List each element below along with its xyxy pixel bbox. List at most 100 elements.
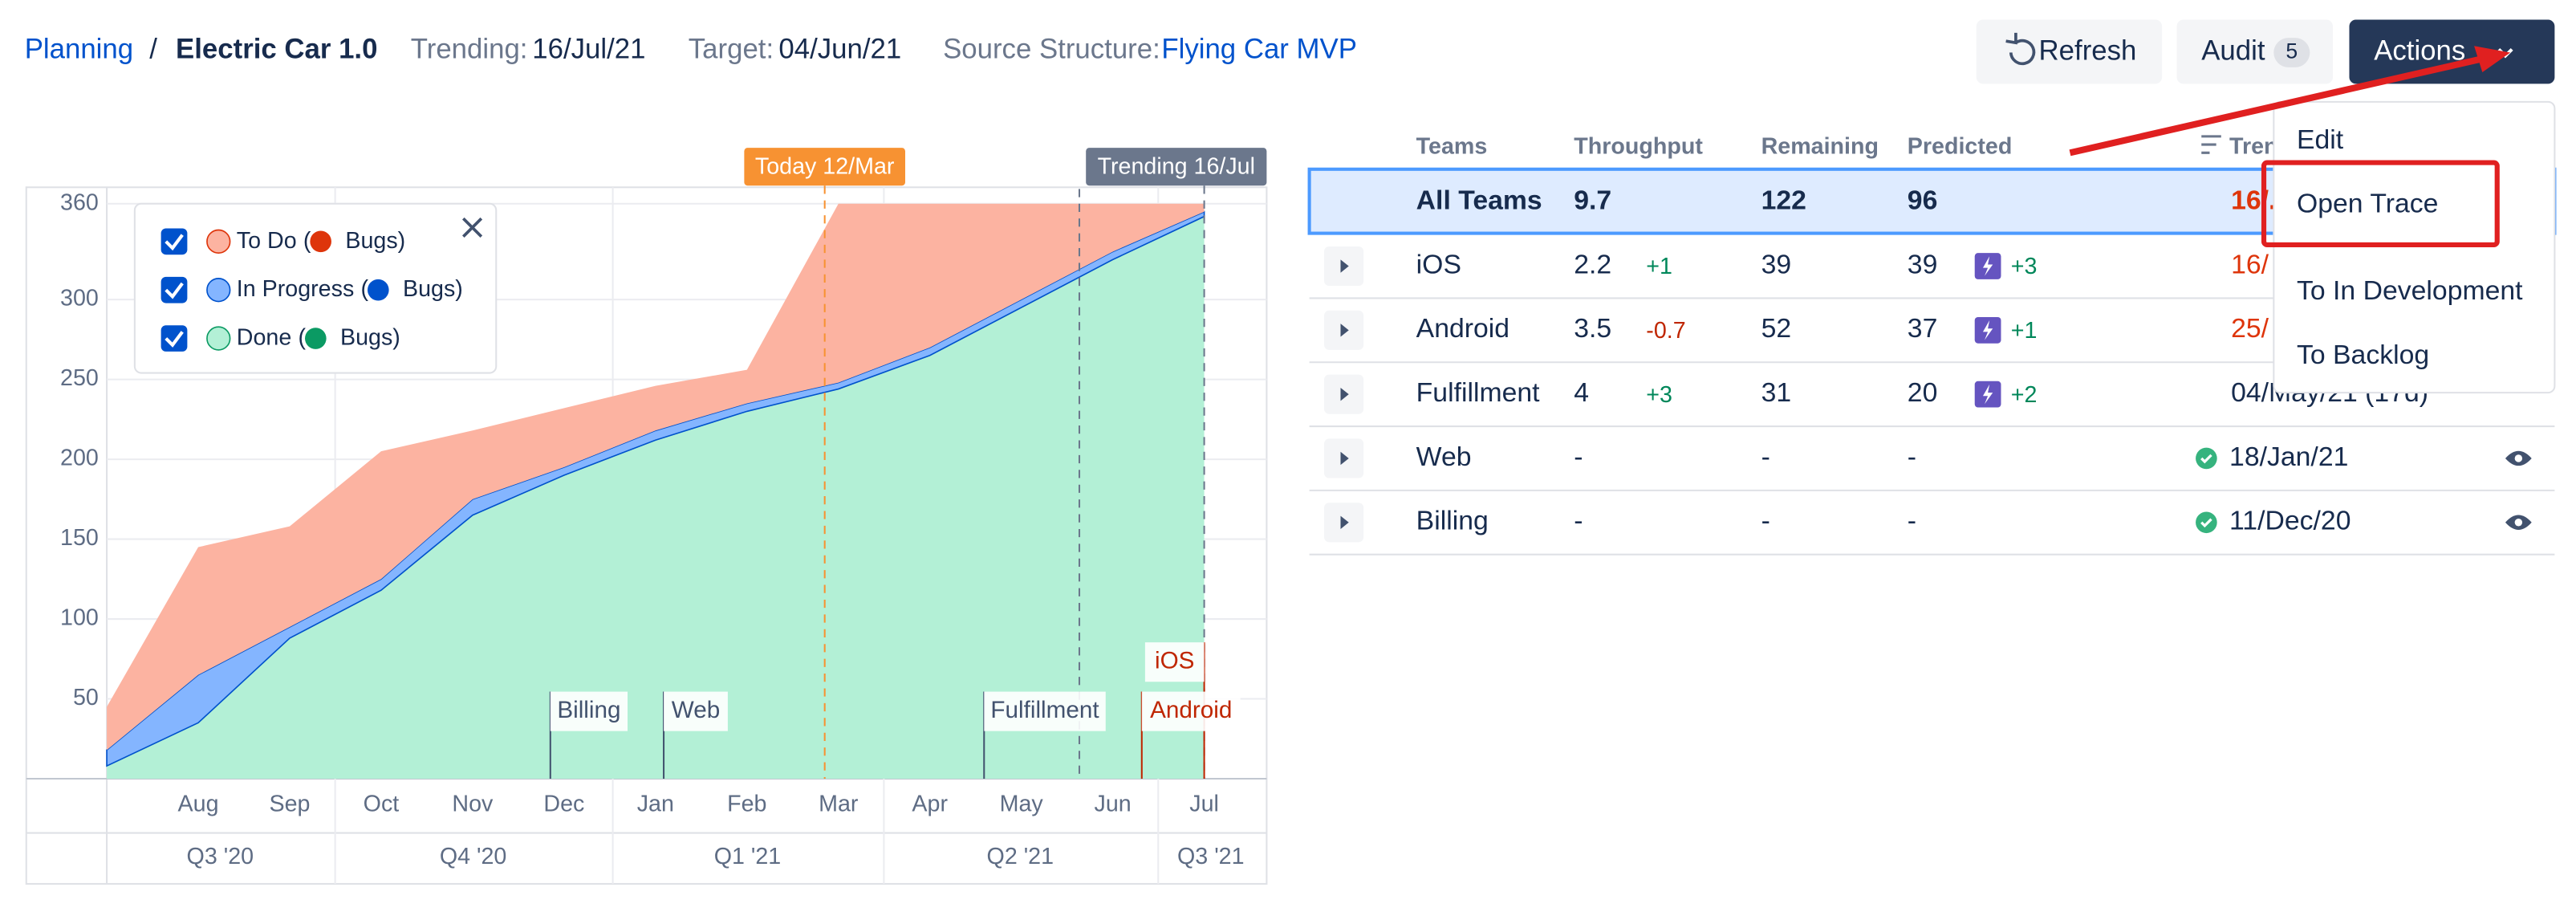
milestone-label: Web: [672, 697, 720, 723]
x-tick-label: Jun: [1095, 791, 1132, 816]
column-header: Remaining: [1761, 134, 1879, 160]
y-tick-label: 150: [60, 525, 99, 551]
legend-text: In Progress: [237, 276, 354, 302]
x-tick-label: Mar: [819, 791, 859, 816]
milestone-box: [550, 691, 628, 731]
remaining: -: [1761, 506, 1770, 536]
x-tick-label: Apr: [912, 791, 948, 816]
target-value: 04/Jun/21: [778, 35, 901, 65]
milestone-box: [664, 691, 728, 731]
predicted: 37: [1908, 313, 1938, 344]
menu-item[interactable]: To Backlog: [2297, 340, 2429, 370]
area: [107, 216, 1205, 780]
sort-icon: [2201, 135, 2221, 154]
trend: 18/Jan/21: [2229, 442, 2348, 472]
target-label: Target:: [689, 35, 774, 65]
quarter-label: Q1 '21: [714, 844, 782, 869]
menu-item[interactable]: To In Development: [2297, 275, 2523, 306]
status-check: [2200, 518, 2212, 528]
legend-text: Bugs): [340, 324, 400, 350]
y-tick-label: 250: [60, 365, 99, 391]
trend: 16/.: [2231, 185, 2276, 216]
predicted-delta: +3: [2011, 254, 2038, 279]
throughput: 3.5: [1574, 313, 1611, 344]
menu-item[interactable]: Open Trace: [2297, 189, 2438, 219]
audit-badge: [2273, 38, 2310, 67]
predicted-delta: +1: [2011, 318, 2038, 344]
milestone-box: [1141, 691, 1241, 731]
source-link[interactable]: Flying Car MVP: [1161, 35, 1357, 65]
legend-text: Bugs): [403, 276, 463, 302]
bolt: [1982, 384, 1993, 405]
x-tick-label: Nov: [452, 791, 494, 816]
actions-label: Actions: [2374, 36, 2465, 67]
marker-flag: [744, 148, 906, 186]
remaining: 39: [1761, 249, 1792, 279]
legend-text: Done: [237, 324, 291, 350]
actions-button[interactable]: [2349, 19, 2555, 84]
predicted-delta: +2: [2011, 382, 2038, 408]
legend-text: Bugs): [345, 227, 405, 253]
legend-swatch: [206, 229, 231, 254]
quarter-label: Q3 '20: [187, 844, 254, 869]
legend-swatch: [206, 278, 231, 303]
legend-close[interactable]: [462, 217, 483, 238]
check: [165, 234, 184, 251]
refresh-button[interactable]: [1976, 19, 2163, 84]
team-name: Android: [1416, 313, 1509, 344]
quarter-label: Q4 '20: [440, 844, 507, 869]
chart: 50 100 150 200 250 300 360 Aug Sep Oct Nov Dec Jan Fe…: [60, 148, 1267, 884]
expand-icon: [1340, 324, 1349, 337]
column-header: Teams: [1416, 134, 1488, 160]
expand-icon: [1340, 451, 1349, 466]
refresh-label: Refresh: [2039, 36, 2137, 67]
breadcrumb-link[interactable]: Planning: [25, 35, 133, 65]
page-title: Electric Car 1.0: [176, 35, 377, 65]
audit-button[interactable]: [2176, 19, 2334, 84]
column-header: Predicted: [1908, 134, 2013, 160]
legend-label: Done ( Bugs): [237, 324, 400, 350]
milestone-box: [1144, 642, 1205, 682]
throughput-delta: +3: [1646, 382, 1672, 408]
milestone-label: Android: [1150, 697, 1232, 723]
throughput: -: [1574, 506, 1583, 536]
audit-count: 5: [2285, 39, 2298, 63]
legend-text: (: [298, 324, 306, 350]
bolt: [1982, 256, 1993, 276]
chart-frame: [25, 186, 1268, 885]
team-name: Billing: [1416, 506, 1489, 536]
milestone-label: Fulfillment: [990, 697, 1099, 723]
x-tick-label: Jul: [1189, 791, 1219, 816]
x-tick-label: Aug: [178, 791, 219, 816]
y-tick-label: 360: [60, 189, 99, 215]
legend-label: To Do(Bugs): [237, 227, 405, 253]
team-name: All Teams: [1416, 185, 1542, 216]
legend-bug-swatch: [305, 328, 327, 349]
menu-item[interactable]: Edit: [2297, 124, 2344, 155]
bolt: [1982, 320, 1993, 340]
legend-checkbox[interactable]: [160, 228, 188, 255]
x-tick-label: Oct: [364, 791, 400, 816]
audit-label: Audit: [2201, 36, 2265, 67]
legend-checkbox[interactable]: [160, 276, 188, 303]
column-header: Throughput: [1574, 134, 1703, 160]
predicted: 39: [1908, 249, 1938, 279]
team-name: Web: [1416, 442, 1472, 472]
x-tick-label: Feb: [727, 791, 766, 816]
expand-icon: [1340, 515, 1349, 529]
y-tick-label: 200: [60, 446, 99, 471]
menu: Edit Open Trace To In Development To Backlo…: [2297, 124, 2523, 370]
check: [165, 282, 184, 299]
legend-checkbox[interactable]: [160, 325, 188, 352]
throughput: 4: [1574, 377, 1589, 408]
refresh-icon: [2005, 32, 2036, 66]
legend-bug-swatch: [367, 279, 389, 301]
x-tick-label: Sep: [269, 791, 310, 816]
remaining: 122: [1761, 185, 1806, 216]
source-label: Source Structure:: [943, 35, 1160, 65]
team-name: Fulfillment: [1416, 377, 1541, 408]
x-tick-label: Jan: [637, 791, 674, 816]
trend: 16/: [2231, 249, 2269, 279]
